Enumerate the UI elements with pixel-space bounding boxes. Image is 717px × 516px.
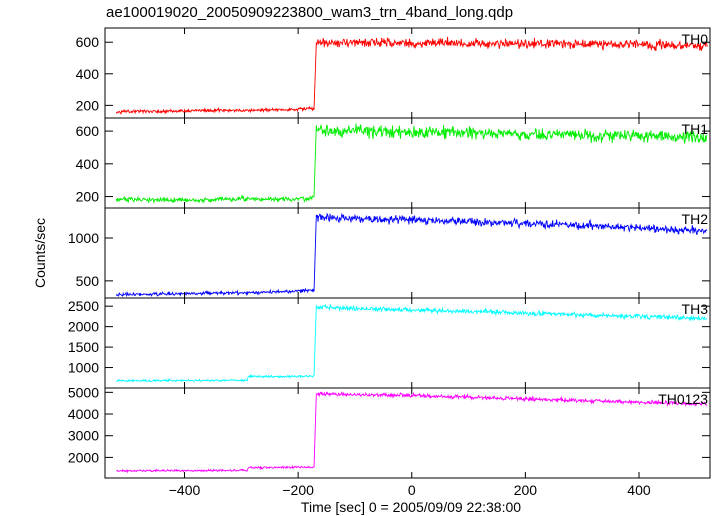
panel-label: TH1 xyxy=(682,121,709,137)
y-tick-label: 3000 xyxy=(68,428,99,444)
x-axis: −400 −200 0 200 400 xyxy=(169,482,651,498)
y-tick-label: 2500 xyxy=(68,298,99,314)
y-tick-label: 1000 xyxy=(68,360,99,376)
series-th0123 xyxy=(116,391,708,474)
y-tick-label: 400 xyxy=(76,66,100,82)
x-tick-label: 0 xyxy=(408,482,416,498)
panel-label: TH0 xyxy=(682,31,709,47)
y-tick-label: 1500 xyxy=(68,339,99,355)
y-tick-label: 5000 xyxy=(68,384,99,400)
panel-frame xyxy=(104,297,711,389)
panel-th0123: 2000 3000 4000 5000 TH0123 xyxy=(68,384,711,479)
y-tick-label: 200 xyxy=(76,97,100,113)
panel-frame xyxy=(104,207,711,299)
panel-th0: 200 400 600 TH0 xyxy=(76,27,711,119)
panel-th1: 200 400 600 TH1 xyxy=(76,117,711,209)
panel-frame xyxy=(104,27,711,119)
y-tick-label: 400 xyxy=(76,156,100,172)
y-tick-label: 2000 xyxy=(68,449,99,465)
panels-group: 200 400 600 TH0 200 400 600 TH1 500 1000 TH2 1000 15… xyxy=(68,27,711,479)
series-th3 xyxy=(116,303,708,383)
series-th2 xyxy=(115,212,708,298)
chart-title: ae100019020_20050909223800_wam3_trn_4ban… xyxy=(106,4,513,21)
series-th0 xyxy=(115,36,708,115)
y-tick-label: 200 xyxy=(76,189,100,205)
panel-frame xyxy=(104,387,711,479)
y-axis-label: Counts/sec xyxy=(32,218,48,288)
x-tick-label: 400 xyxy=(627,482,651,498)
y-tick-label: 1000 xyxy=(68,230,99,246)
y-tick-label: 500 xyxy=(76,273,100,289)
panel-label: TH0123 xyxy=(658,391,708,407)
x-axis-label: Time [sec] 0 = 2005/09/09 22:38:00 xyxy=(301,499,521,515)
x-tick-label: 200 xyxy=(514,482,538,498)
y-tick-label: 600 xyxy=(76,34,100,50)
y-tick-label: 4000 xyxy=(68,406,99,422)
series-th1 xyxy=(115,123,708,204)
panel-th3: 1000 1500 2000 2500 TH3 xyxy=(68,297,711,389)
panel-th2: 500 1000 TH2 xyxy=(68,207,711,299)
x-tick-label: −200 xyxy=(282,482,314,498)
y-tick-label: 600 xyxy=(76,123,100,139)
x-tick-label: −400 xyxy=(169,482,201,498)
panel-label: TH2 xyxy=(682,211,709,227)
panel-label: TH3 xyxy=(682,301,709,317)
y-tick-label: 2000 xyxy=(68,319,99,335)
